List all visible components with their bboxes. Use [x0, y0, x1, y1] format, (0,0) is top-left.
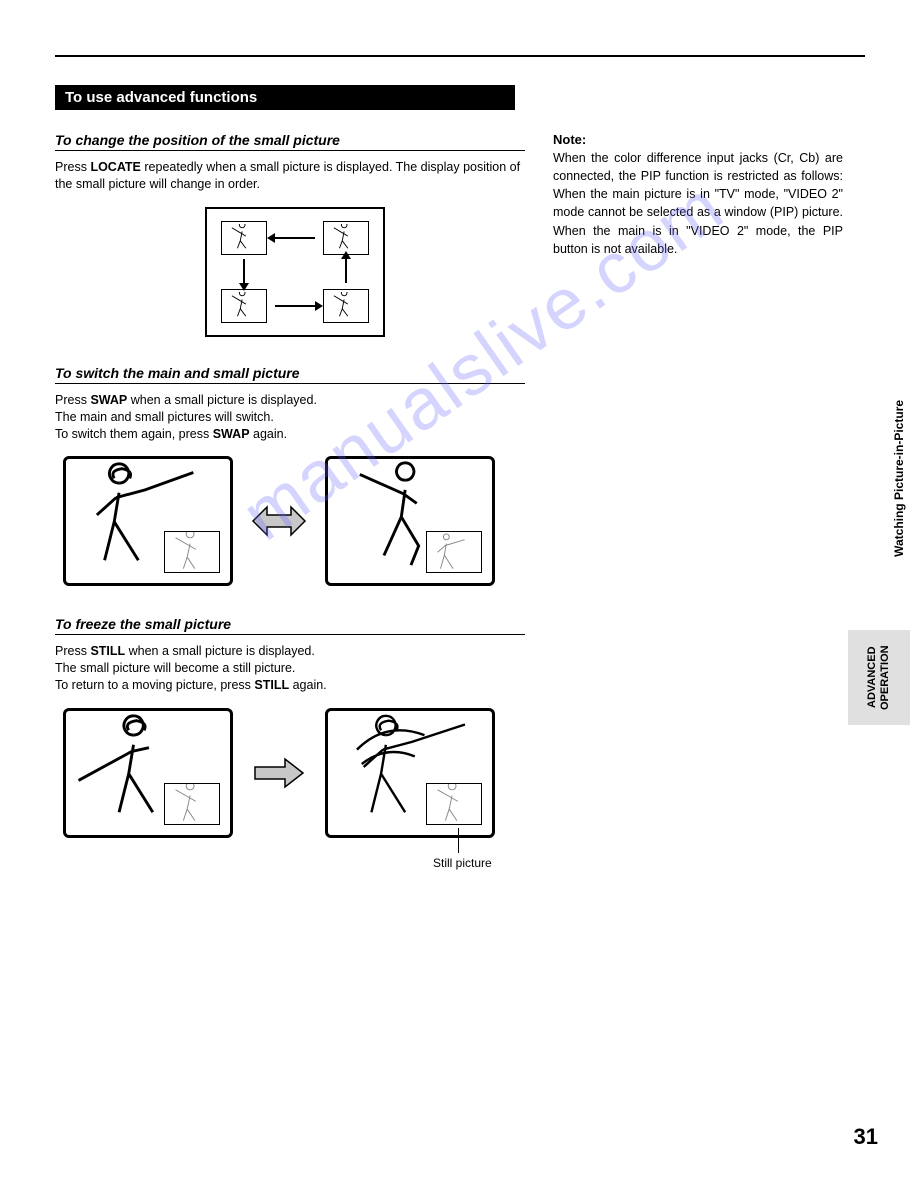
golfer-icon: [225, 224, 263, 252]
swap-l1-btn: SWAP: [90, 393, 127, 407]
pip-pos-top-right: [323, 221, 369, 255]
locate-pre: Press: [55, 160, 90, 174]
text-locate: Press LOCATE repeatedly when a small pic…: [55, 159, 525, 193]
tv-batter-pose2: [325, 708, 495, 838]
golfer-icon: [165, 784, 219, 825]
swap-l1-post: when a small picture is displayed.: [127, 393, 317, 407]
text-swap: Press SWAP when a small picture is displ…: [55, 392, 525, 443]
arrow-down-icon: [243, 259, 245, 283]
still-l1-btn: STILL: [90, 644, 125, 658]
arrow-up-icon: [345, 259, 347, 283]
arrow-left-icon: [275, 237, 315, 239]
tv-batter-pose1: [63, 708, 233, 838]
heading-still: To freeze the small picture: [55, 616, 525, 635]
batter-icon: [427, 532, 481, 573]
swap-l3-post: again.: [250, 427, 288, 441]
golfer-icon: [327, 224, 365, 252]
callout-line: [458, 828, 459, 853]
locate-btn: LOCATE: [90, 160, 140, 174]
golfer-icon: [165, 532, 219, 573]
pip-golfer-still-1: [164, 783, 220, 825]
still-l1-post: when a small picture is displayed.: [125, 644, 315, 658]
still-l1-pre: Press: [55, 644, 90, 658]
still-l3-btn: STILL: [254, 678, 289, 692]
page-number: 31: [854, 1124, 878, 1150]
swap-l1-pre: Press: [55, 393, 90, 407]
section-header-bar: To use advanced functions: [55, 85, 515, 110]
side-label-pip: Watching Picture-in-Picture: [892, 400, 906, 557]
pip-golfer: [164, 531, 220, 573]
forward-arrow-icon: [251, 753, 307, 793]
swap-l3-pre: To switch them again, press: [55, 427, 213, 441]
pip-pos-top-left: [221, 221, 267, 255]
note-text: When the color difference input jacks (C…: [553, 149, 843, 258]
tv-main-batter: [63, 456, 233, 586]
side-tab-text: ADVANCED OPERATION: [866, 630, 892, 725]
golfer-icon: [427, 784, 481, 825]
swap-l2: The main and small pictures will switch.: [55, 410, 274, 424]
swap-l3-btn: SWAP: [213, 427, 250, 441]
pip-pos-bottom-right: [323, 289, 369, 323]
note-heading: Note:: [553, 132, 843, 147]
figure-locate-cycle: [205, 207, 385, 337]
top-rule: [55, 55, 865, 57]
golfer-icon: [327, 292, 365, 320]
still-l3-pre: To return to a moving picture, press: [55, 678, 254, 692]
tv-main-golfer: [325, 456, 495, 586]
arrow-right-icon: [275, 305, 315, 307]
figure-swap: [63, 456, 525, 586]
text-still: Press STILL when a small picture is disp…: [55, 643, 525, 694]
heading-locate: To change the position of the small pict…: [55, 132, 525, 151]
pip-batter: [426, 531, 482, 573]
golfer-icon: [225, 292, 263, 320]
figure-freeze: Still picture: [63, 708, 525, 838]
still-l3-post: again.: [289, 678, 327, 692]
side-tab-advanced: ADVANCED OPERATION: [848, 630, 910, 725]
pip-golfer-still-2: [426, 783, 482, 825]
still-l2: The small picture will become a still pi…: [55, 661, 295, 675]
swap-double-arrow-icon: [251, 501, 307, 541]
callout-still-picture: Still picture: [433, 856, 492, 870]
heading-swap: To switch the main and small picture: [55, 365, 525, 384]
pip-pos-bottom-left: [221, 289, 267, 323]
